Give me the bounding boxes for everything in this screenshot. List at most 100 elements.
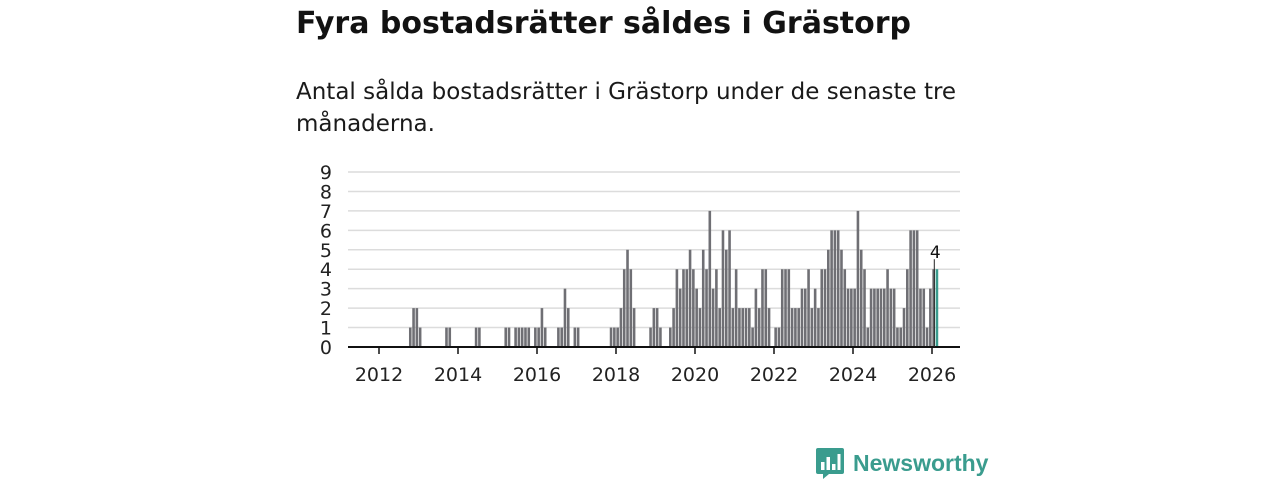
bar	[833, 230, 837, 347]
bar	[856, 210, 860, 347]
bar	[418, 327, 422, 347]
y-tick-label: 3	[320, 279, 332, 301]
bar	[922, 288, 926, 347]
bar	[915, 230, 919, 347]
bar	[448, 327, 452, 347]
x-tick-label: 2026	[908, 364, 956, 386]
y-tick-label: 9	[320, 162, 332, 184]
bar	[682, 269, 685, 347]
bar	[803, 288, 807, 347]
x-tick-label: 2022	[750, 364, 798, 386]
bar	[609, 327, 613, 347]
bar	[780, 269, 784, 347]
bar	[823, 269, 827, 347]
bar	[764, 269, 768, 347]
bar	[474, 327, 478, 347]
bar	[728, 230, 731, 347]
newsworthy-brand: Newsworthy	[815, 446, 988, 480]
bar	[751, 327, 754, 347]
bar	[876, 288, 879, 347]
bar	[652, 308, 656, 347]
bar	[724, 249, 728, 347]
x-tick-label: 2020	[671, 364, 719, 386]
bar	[692, 269, 695, 347]
bar	[613, 327, 616, 347]
bar	[622, 269, 626, 347]
bar	[734, 269, 738, 347]
annotation: 4	[930, 243, 941, 347]
bar	[866, 327, 870, 347]
bar	[748, 308, 751, 347]
bar	[820, 269, 824, 347]
bar	[527, 327, 531, 347]
bar	[534, 327, 537, 347]
bar	[767, 308, 771, 347]
bar	[711, 288, 715, 347]
bar	[909, 230, 912, 347]
page-title: Fyra bostadsrätter såldes i Grästorp	[296, 6, 912, 41]
bar	[504, 327, 508, 347]
x-tick-label: 2024	[829, 364, 877, 386]
bar	[695, 288, 698, 347]
bar	[672, 308, 675, 347]
bar	[718, 308, 721, 347]
bar	[669, 327, 672, 347]
bars	[408, 210, 939, 347]
bar	[524, 327, 527, 347]
bar	[830, 230, 833, 347]
bar	[678, 288, 682, 347]
x-axis-ticks: 2012 2014 2016 2018 2020 2022 2024 2026	[355, 347, 956, 386]
bar	[573, 327, 577, 347]
bar	[701, 249, 705, 347]
bar	[632, 308, 636, 347]
x-tick-label: 2014	[434, 364, 482, 386]
bar	[843, 269, 847, 347]
bar	[797, 308, 800, 347]
bar	[557, 327, 560, 347]
bar	[507, 327, 511, 347]
bar	[543, 327, 547, 347]
y-tick-label: 5	[320, 240, 332, 262]
bar	[813, 288, 817, 347]
bar	[563, 288, 567, 347]
x-tick-label: 2018	[592, 364, 640, 386]
bar	[932, 269, 935, 347]
bar	[445, 327, 448, 347]
bar	[685, 269, 689, 347]
bar	[794, 308, 797, 347]
bar	[576, 327, 580, 347]
bar	[731, 308, 735, 347]
y-tick-label: 6	[320, 220, 332, 242]
bar	[850, 288, 853, 347]
bar	[853, 288, 856, 347]
bar	[906, 269, 909, 347]
bar-latest	[935, 269, 939, 347]
bar	[902, 308, 906, 347]
chart-subtitle: Antal sålda bostadsrätter i Grästorp und…	[296, 79, 957, 137]
x-tick-label: 2012	[355, 364, 403, 386]
y-tick-label: 8	[320, 181, 332, 203]
bar	[873, 288, 876, 347]
bar	[744, 308, 748, 347]
bar	[886, 269, 889, 347]
brand-name: Newsworthy	[853, 449, 989, 476]
bar	[912, 230, 916, 347]
bar	[698, 308, 702, 347]
bar	[807, 269, 810, 347]
bar	[626, 249, 629, 347]
bar	[919, 288, 922, 347]
bar	[616, 327, 619, 347]
bar	[619, 308, 623, 347]
bar	[517, 327, 521, 347]
y-tick-label: 2	[320, 298, 332, 320]
bar	[655, 308, 659, 347]
bar	[708, 210, 712, 347]
bar	[800, 288, 804, 347]
bar	[784, 269, 787, 347]
bar	[715, 269, 718, 347]
bar	[846, 288, 850, 347]
y-tick-label: 4	[320, 259, 332, 281]
y-tick-label: 0	[320, 337, 332, 359]
